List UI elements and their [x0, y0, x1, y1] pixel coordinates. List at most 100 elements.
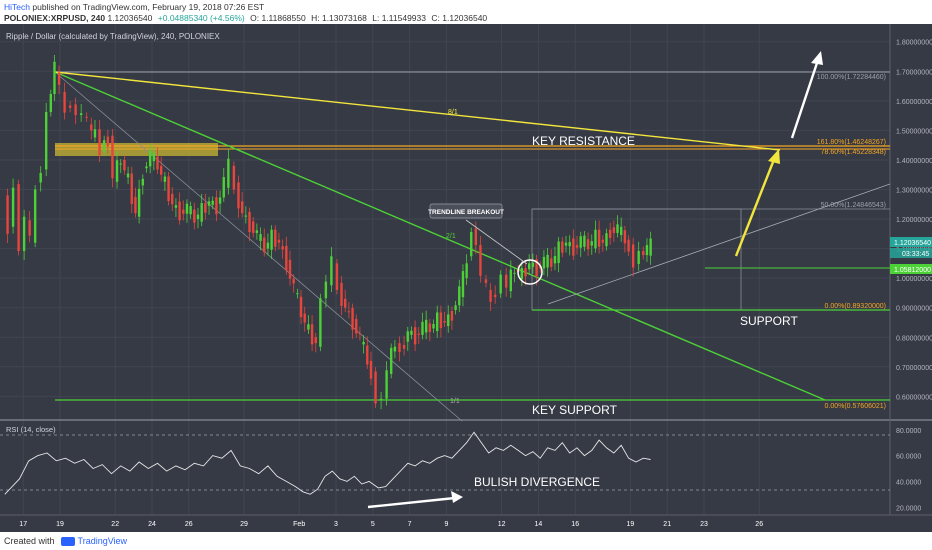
- time-tick-label: 24: [148, 521, 156, 528]
- white-arrow: [790, 59, 820, 139]
- candle-body: [193, 209, 196, 223]
- candle-body: [244, 215, 248, 217]
- countdown-tag: [890, 248, 932, 258]
- candle-body: [252, 221, 255, 233]
- candle-body: [130, 173, 133, 204]
- symbol-info: POLONIEX:XRPUSD, 240 1.12036540 +0.04885…: [4, 13, 490, 23]
- high-value: H: 1.13073168: [311, 13, 367, 23]
- candle-body: [274, 229, 277, 247]
- key-resistance-label: KEY RESISTANCE: [532, 134, 635, 148]
- created-with-text: Created with: [4, 536, 55, 546]
- candle-body: [531, 262, 535, 267]
- candle-body: [178, 201, 181, 221]
- candle-body: [85, 116, 88, 118]
- candle-body: [270, 229, 273, 250]
- candle-body: [102, 140, 106, 152]
- published-text: published on TradingView.com, February 1…: [32, 2, 265, 12]
- fib-161-label: 161.80%(1.46248267): [817, 139, 886, 146]
- rsi-tick-label: 60.0000: [896, 454, 921, 461]
- candle-body: [550, 258, 553, 267]
- candle-body: [126, 173, 130, 178]
- last-price-tag: [890, 237, 932, 247]
- gann-line-1x1: [54, 71, 463, 422]
- candle-body: [493, 294, 497, 298]
- candle-body: [413, 327, 417, 345]
- publish-info: HiTech published on TradingView.com, Feb…: [4, 2, 264, 12]
- divergence-arrow: [367, 496, 456, 509]
- candle-body: [637, 250, 640, 264]
- candle-body: [167, 176, 170, 202]
- candle-body: [266, 242, 270, 249]
- candle-body: [597, 229, 601, 247]
- candle-body: [307, 324, 310, 330]
- candle-body: [98, 129, 101, 156]
- divergence-arrow-head: [451, 491, 463, 503]
- time-tick-label: 14: [535, 521, 543, 528]
- author-link[interactable]: HiTech: [4, 2, 30, 12]
- candle-body: [447, 314, 450, 327]
- candle-body: [111, 135, 114, 179]
- candle-body: [90, 124, 93, 131]
- time-axis: 17 19 22 24 26 29 Feb 3 5 7 9 12 14 16 19 21 23 26: [19, 521, 763, 528]
- price-chart[interactable]: Ripple / Dollar (calculated by TradingVi…: [0, 24, 932, 532]
- candle-body: [470, 232, 473, 257]
- support-price-tag: [890, 264, 932, 274]
- candle-body: [227, 158, 230, 188]
- candle-body: [11, 187, 15, 227]
- candle-body: [528, 263, 531, 270]
- time-tick-label: 5: [371, 521, 375, 528]
- candle-body: [594, 229, 597, 249]
- candle-body: [17, 184, 20, 251]
- time-tick-label: 19: [627, 521, 635, 528]
- price-tick-label: 1.50000000: [896, 128, 932, 135]
- candle-body: [6, 195, 9, 234]
- rsi-line: [4, 431, 651, 495]
- price-tick-label: 1.30000000: [896, 187, 932, 194]
- gann-2x1-label: 2/1: [446, 233, 456, 240]
- candle-body: [211, 200, 214, 205]
- candle-body: [156, 156, 159, 170]
- candle-body: [344, 298, 347, 308]
- candle-body: [631, 244, 635, 268]
- candle-body: [171, 193, 174, 205]
- candle-body: [513, 272, 516, 274]
- low-value: L: 1.11549933: [372, 13, 426, 23]
- candle-body: [115, 160, 119, 182]
- candle-body: [402, 344, 406, 349]
- candle-body: [222, 177, 225, 198]
- price-series: [6, 55, 652, 410]
- support-price-tag-text: 1.05812000: [894, 267, 931, 274]
- rsi-tick-label: 20.0000: [896, 505, 921, 512]
- candle-body: [436, 312, 439, 332]
- candle-body: [137, 188, 141, 217]
- tradingview-brand-link[interactable]: TradingView: [77, 536, 128, 546]
- candle-body: [546, 254, 549, 268]
- candle-body: [443, 321, 446, 323]
- candle-body: [509, 269, 512, 292]
- candle-body: [379, 398, 383, 400]
- price-tick-label: 0.70000000: [896, 365, 932, 372]
- time-tick-label: 23: [700, 521, 708, 528]
- candle-body: [335, 263, 339, 290]
- time-tick-label: 21: [663, 521, 671, 528]
- candle-body: [461, 271, 465, 298]
- candle-body: [296, 293, 299, 295]
- candle-body: [362, 341, 365, 345]
- candle-body: [218, 197, 222, 204]
- price-tick-label: 0.90000000: [896, 306, 932, 313]
- candle-body: [74, 104, 77, 116]
- candle-body: [553, 255, 557, 264]
- created-with: Created with TradingView: [4, 536, 128, 547]
- candle-body: [564, 242, 568, 246]
- candle-body: [627, 239, 630, 252]
- rsi-title: RSI (14, close): [6, 425, 56, 434]
- candle-body: [450, 310, 454, 321]
- price-tick-label: 1.60000000: [896, 99, 932, 106]
- candle-body: [259, 234, 262, 241]
- gann-line-8x1: [54, 71, 781, 151]
- time-tick-label: 26: [185, 521, 193, 528]
- last-price: 1.12036540: [107, 13, 153, 23]
- candle-body: [393, 346, 397, 352]
- candle-body: [340, 282, 343, 306]
- yellow-arrow-head: [768, 149, 780, 164]
